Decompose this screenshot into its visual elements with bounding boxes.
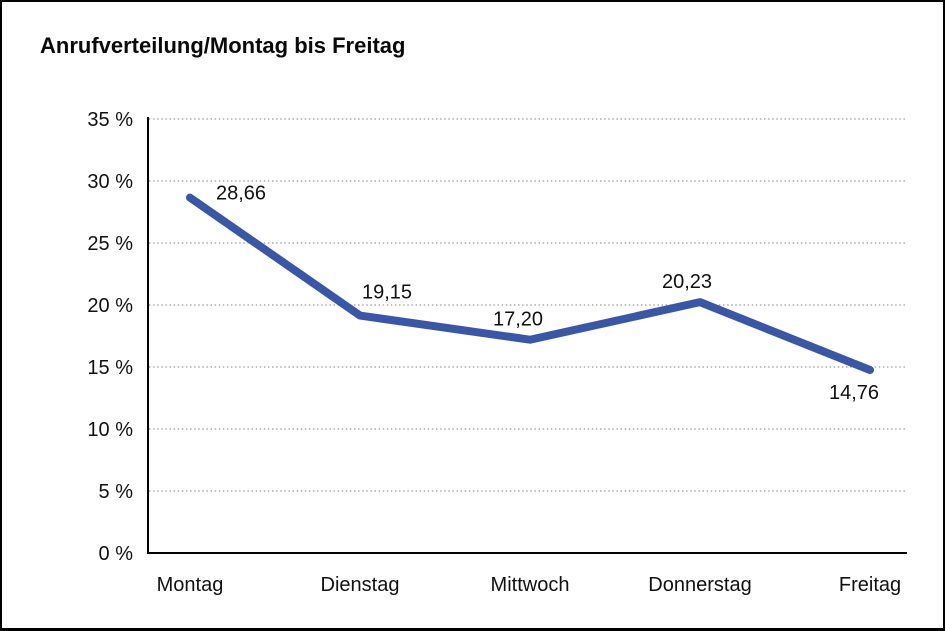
data-point-label: 28,66 <box>216 183 266 205</box>
x-category-label: Montag <box>157 574 224 596</box>
y-tick-label: 25 % <box>87 233 133 255</box>
data-point-label: 19,15 <box>362 282 412 304</box>
y-tick-label: 5 % <box>99 481 134 503</box>
y-tick-label: 15 % <box>87 357 133 379</box>
y-tick-label: 35 % <box>87 109 133 131</box>
data-point-label: 14,76 <box>829 382 879 404</box>
x-category-label: Freitag <box>839 574 901 596</box>
y-tick-label: 10 % <box>87 419 133 441</box>
data-point-label: 20,23 <box>662 271 712 293</box>
data-point-label: 17,20 <box>493 309 543 331</box>
x-category-label: Mittwoch <box>491 574 570 596</box>
x-category-label: Dienstag <box>321 574 400 596</box>
y-tick-label: 30 % <box>87 171 133 193</box>
x-category-label: Donnerstag <box>648 574 751 596</box>
y-tick-label: 20 % <box>87 295 133 317</box>
data-line <box>186 193 874 374</box>
chart-title: Anrufverteilung/Montag bis Freitag <box>40 33 406 58</box>
y-tick-label: 0 % <box>99 543 134 565</box>
